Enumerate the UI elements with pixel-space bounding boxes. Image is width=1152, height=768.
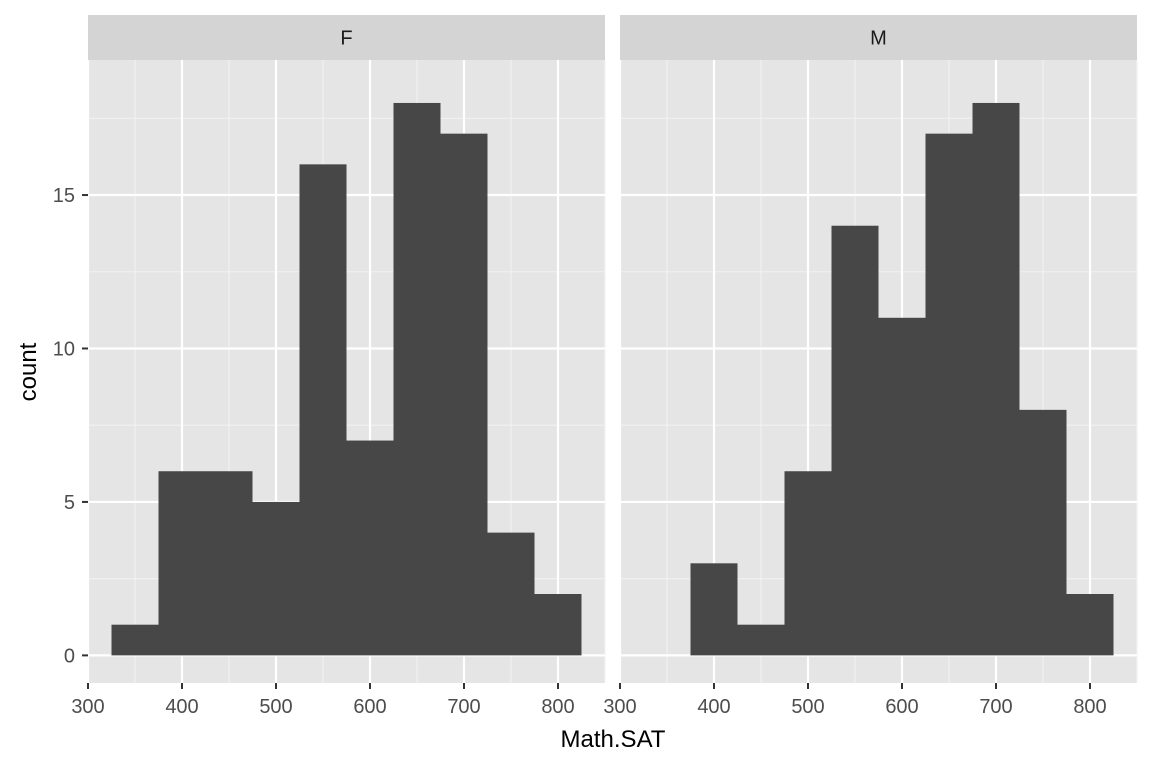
histogram-bar	[972, 102, 1020, 656]
facet-panel-M: M 300 400 500 600 700 800	[603, 15, 1138, 718]
x-tick-label: 600	[885, 696, 918, 718]
y-tick-label: 5	[64, 492, 75, 514]
histogram-bar	[534, 594, 582, 656]
facet-panels: F 300 400 500 600 700 800 0 5 10 15 M 300 400 500 600 70…	[53, 15, 1138, 718]
x-tick-label: 700	[979, 696, 1012, 718]
histogram-bar	[784, 471, 832, 656]
y-axis-title: count	[15, 342, 42, 401]
x-tick-label: 300	[603, 696, 636, 718]
histogram-bar	[111, 624, 159, 656]
histogram-bar	[925, 133, 973, 656]
x-tick-label: 800	[541, 696, 574, 718]
facet-strip-label: M	[870, 28, 887, 50]
histogram-bar	[878, 317, 926, 656]
facet-strip	[88, 15, 605, 60]
histogram-bar	[158, 471, 206, 656]
x-tick-label: 800	[1073, 696, 1106, 718]
x-tick-label: 600	[353, 696, 386, 718]
x-tick-label: 700	[447, 696, 480, 718]
y-tick-label: 0	[64, 645, 75, 667]
histogram-bar	[346, 440, 394, 656]
histogram-bar	[252, 501, 300, 656]
histogram-bar	[299, 164, 347, 656]
histogram-bar	[393, 102, 441, 656]
y-tick-label: 10	[53, 338, 75, 360]
y-tick-label: 15	[53, 185, 75, 207]
histogram-bar	[205, 471, 253, 656]
x-axis-title: Math.SAT	[561, 726, 666, 753]
facet-strip	[620, 15, 1137, 60]
x-tick-label: 400	[697, 696, 730, 718]
x-tick-label: 500	[791, 696, 824, 718]
histogram-bar	[440, 133, 488, 656]
histogram-bar	[690, 563, 738, 656]
facet-panel-F: F 300 400 500 600 700 800 0 5 10 15	[53, 15, 606, 718]
histogram-bar	[1019, 409, 1067, 656]
facet-strip-label: F	[340, 28, 352, 50]
histogram-bar	[487, 532, 535, 656]
x-tick-label: 400	[165, 696, 198, 718]
histogram-bar	[737, 624, 785, 656]
histogram-bar	[831, 225, 879, 656]
histogram-bar	[1066, 594, 1114, 656]
x-tick-label: 300	[71, 696, 104, 718]
x-tick-label: 500	[259, 696, 292, 718]
